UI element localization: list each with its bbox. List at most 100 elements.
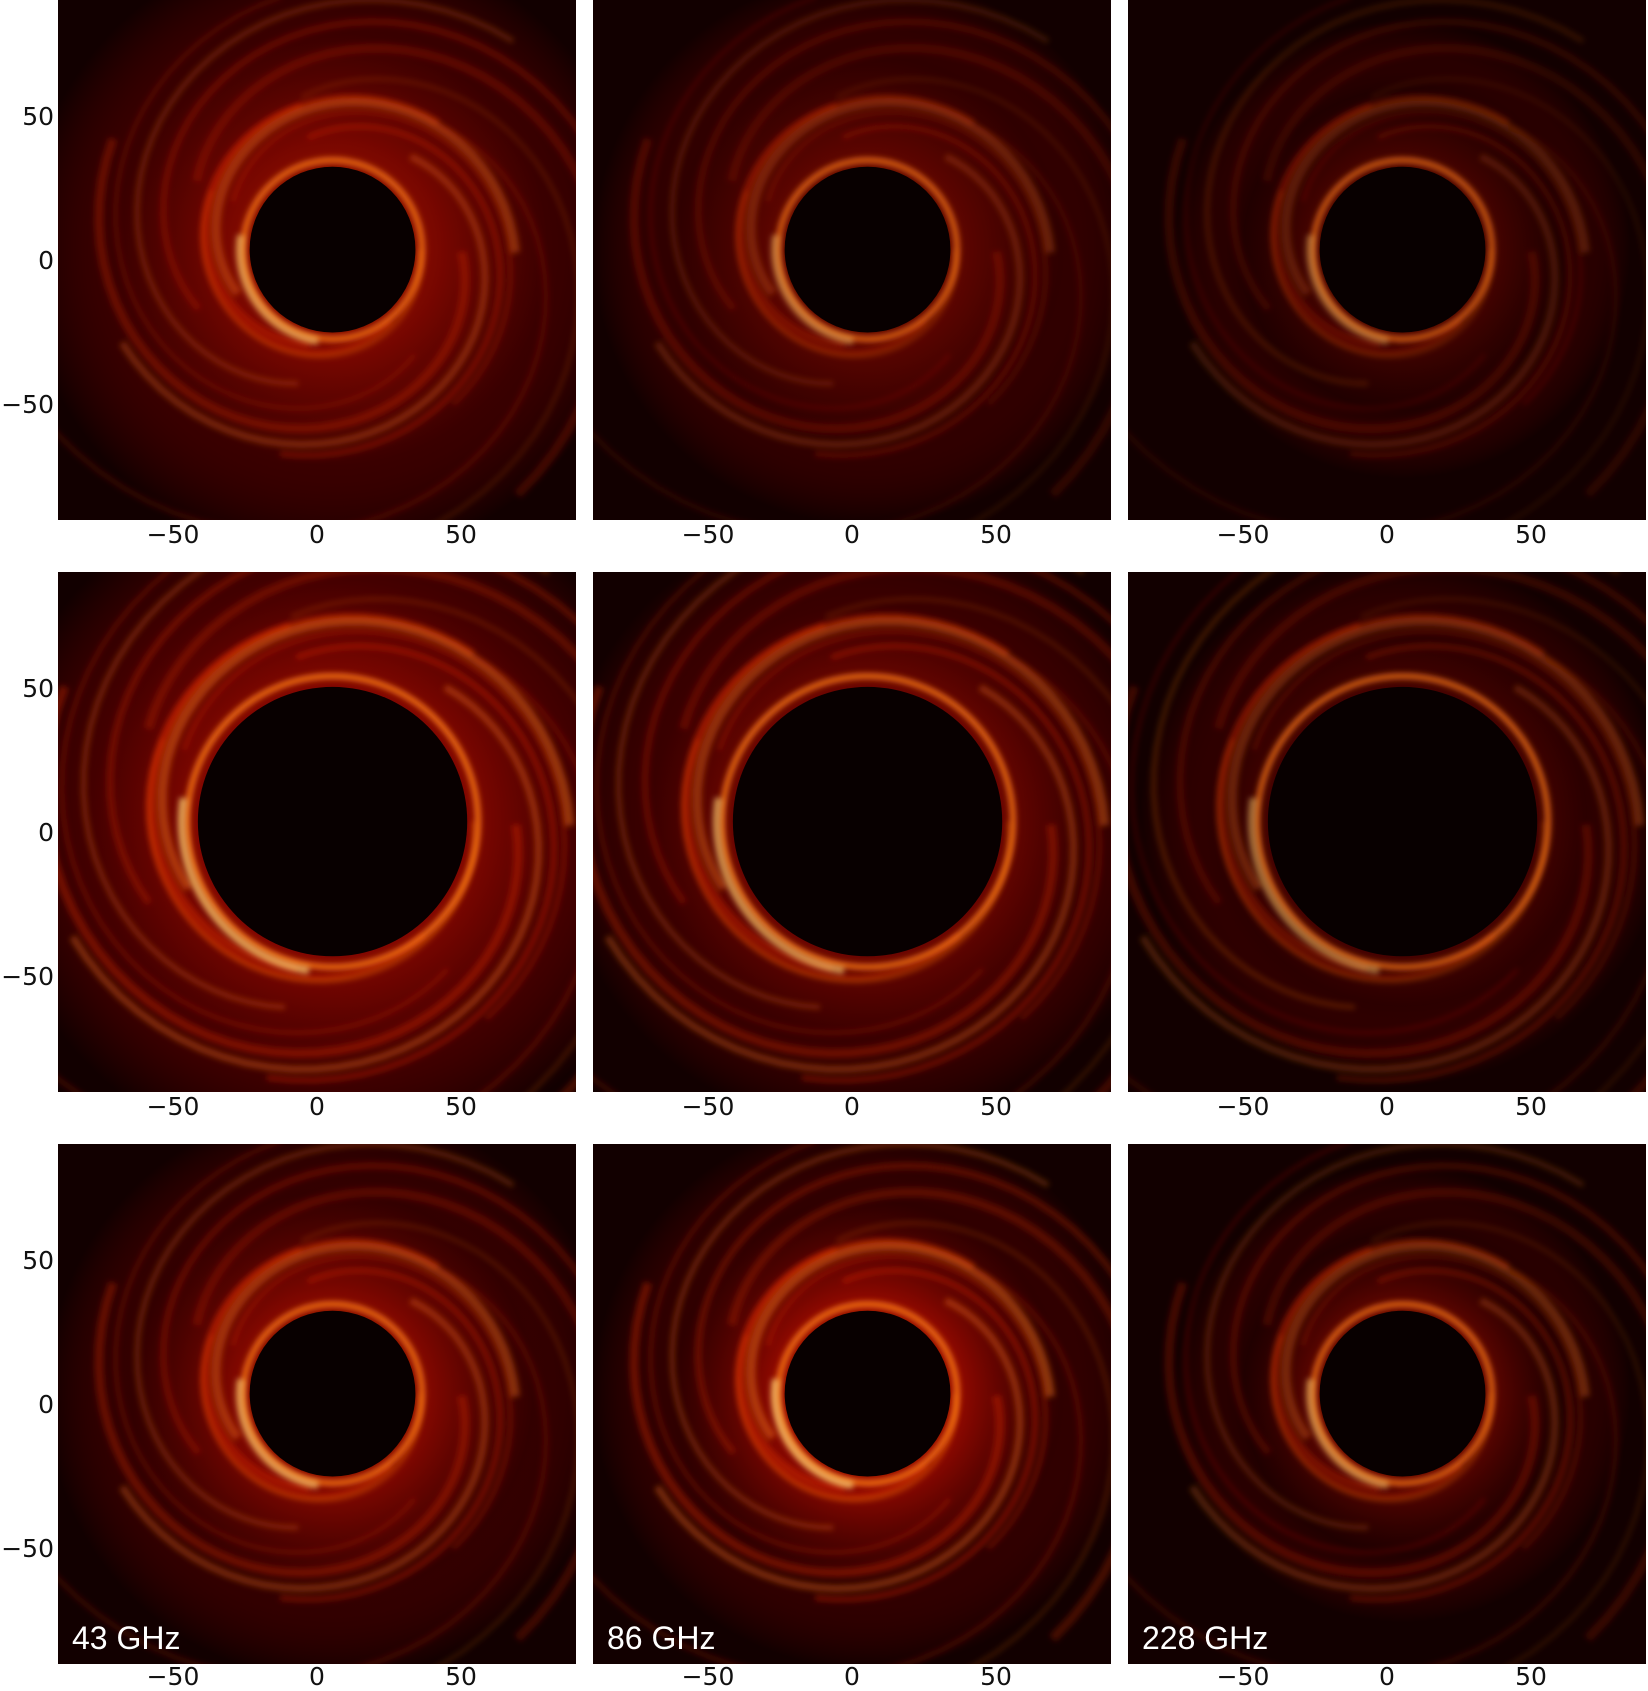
- spiral-arm: [192, 43, 576, 498]
- spiral-arm: [94, 1281, 470, 1578]
- spiral-arm: [58, 685, 523, 1058]
- spiral-arm: [231, 1254, 513, 1550]
- spiral-arm: [159, 1162, 576, 1456]
- spiral-arm: [1370, 1221, 1646, 1664]
- x-tick-label: 0: [309, 1662, 325, 1691]
- spiral-arm: [815, 1267, 1038, 1602]
- x-tick-label: 0: [309, 1092, 325, 1121]
- spiral-arm: [1229, 18, 1646, 312]
- spiral-arm: [692, 617, 1110, 891]
- spiral-arm: [616, 572, 1084, 1010]
- spiral-arm: [629, 137, 1005, 434]
- spiral-arm: [746, 1241, 1055, 1441]
- spiral-arm: [684, 613, 1010, 972]
- spiral-arm: [1204, 1144, 1585, 1531]
- x-tick-label: −50: [1216, 1092, 1270, 1121]
- spiral-arm: [1128, 124, 1619, 520]
- bright-crescent: [770, 234, 854, 346]
- spiral-arm: [1273, 1238, 1511, 1492]
- spiral-arm: [231, 110, 513, 406]
- spiral-arm: [58, 655, 576, 1092]
- spiral-arm: [738, 1238, 976, 1492]
- photon-ring: [719, 673, 1016, 971]
- spiral-arm: [58, 124, 549, 520]
- spiral-arm: [825, 597, 1111, 1092]
- spiral-arm: [801, 643, 1092, 1083]
- spiral-arm: [835, 1221, 1111, 1664]
- bright-crescent: [712, 797, 845, 975]
- spiral-arm: [766, 1254, 1048, 1550]
- x-tick-label: −50: [1216, 520, 1270, 549]
- ring-image: [1128, 572, 1646, 1092]
- spiral-arm: [1273, 94, 1511, 348]
- spiral-arm: [1360, 597, 1646, 1092]
- spiral-arm: [641, 572, 1111, 905]
- spiral-arm: [211, 1241, 520, 1441]
- spiral-arm: [1184, 0, 1486, 410]
- spiral-arm: [694, 18, 1111, 312]
- image-panel-r1-c2: [593, 0, 1111, 520]
- spiral-arm: [266, 643, 557, 1083]
- spiral-arm: [114, 0, 416, 410]
- ring-image: [58, 572, 576, 1092]
- spiral-arm: [593, 685, 1058, 1058]
- spiral-arm: [203, 1238, 441, 1492]
- spiral-arm: [143, 572, 576, 1092]
- spiral-arm: [593, 124, 1084, 520]
- spiral-arm: [669, 0, 1050, 387]
- spiral-arm: [159, 18, 576, 312]
- spiral-arm: [629, 1281, 1005, 1578]
- x-tick-label: −50: [681, 1662, 735, 1691]
- spiral-arm: [106, 572, 576, 905]
- spiral-arm: [1229, 1162, 1646, 1456]
- spiral-arm: [649, 0, 951, 410]
- x-tick-label: 0: [1379, 520, 1395, 549]
- spiral-arm: [1350, 1267, 1573, 1602]
- spiral-arm: [134, 1144, 515, 1531]
- frequency-label-228: 228 GHz: [1142, 1620, 1269, 1656]
- x-tick-label: 50: [980, 1662, 1012, 1691]
- spiral-arm: [1184, 1144, 1486, 1554]
- spiral-arm: [1281, 1241, 1590, 1441]
- bright-crescent: [770, 1378, 854, 1490]
- x-tick-label: 0: [309, 520, 325, 549]
- ring-image: [1128, 0, 1646, 520]
- y-tick-label: 0: [38, 246, 54, 275]
- ring-image: [593, 1144, 1111, 1664]
- x-tick-label: 0: [1379, 1662, 1395, 1691]
- x-tick-label: −50: [146, 1662, 200, 1691]
- spiral-arm: [593, 655, 1111, 1092]
- x-tick-label: 50: [980, 1092, 1012, 1121]
- spiral-arm: [1128, 685, 1593, 1058]
- spiral-arm: [815, 123, 1038, 458]
- spiral-arm: [1151, 572, 1619, 1010]
- y-tick-label: −50: [1, 1534, 54, 1563]
- image-panel-r2-c1: [58, 572, 576, 1092]
- spiral-arm: [1262, 43, 1646, 498]
- spiral-arm: [649, 1144, 951, 1554]
- image-panel-r1-c1: [58, 0, 576, 520]
- photon-ring: [1254, 673, 1551, 971]
- spiral-arm: [1128, 1268, 1619, 1664]
- spiral-arm: [290, 597, 576, 1092]
- x-tick-label: 50: [1515, 1092, 1547, 1121]
- spiral-arm: [1350, 123, 1573, 458]
- image-panel-r2-c2: [593, 572, 1111, 1092]
- y-tick-label: 50: [22, 674, 54, 703]
- x-tick-label: 50: [1515, 520, 1547, 549]
- bright-crescent: [177, 797, 310, 975]
- spiral-arm: [1301, 110, 1583, 406]
- spiral-arm: [1336, 643, 1627, 1083]
- spiral-arm: [1176, 572, 1646, 905]
- black-hole-shadow: [197, 686, 468, 957]
- frequency-label-43: 43 GHz: [72, 1620, 181, 1656]
- bright-crescent: [1247, 797, 1380, 975]
- black-hole-shadow: [1319, 166, 1486, 333]
- black-hole-shadow: [732, 686, 1003, 957]
- spiral-arm: [1262, 1187, 1646, 1642]
- spiral-arm: [593, 1268, 1084, 1664]
- bright-crescent: [235, 234, 319, 346]
- spiral-arm: [654, 1297, 1024, 1593]
- spiral-arm: [1204, 0, 1585, 387]
- black-hole-shadow: [249, 166, 416, 333]
